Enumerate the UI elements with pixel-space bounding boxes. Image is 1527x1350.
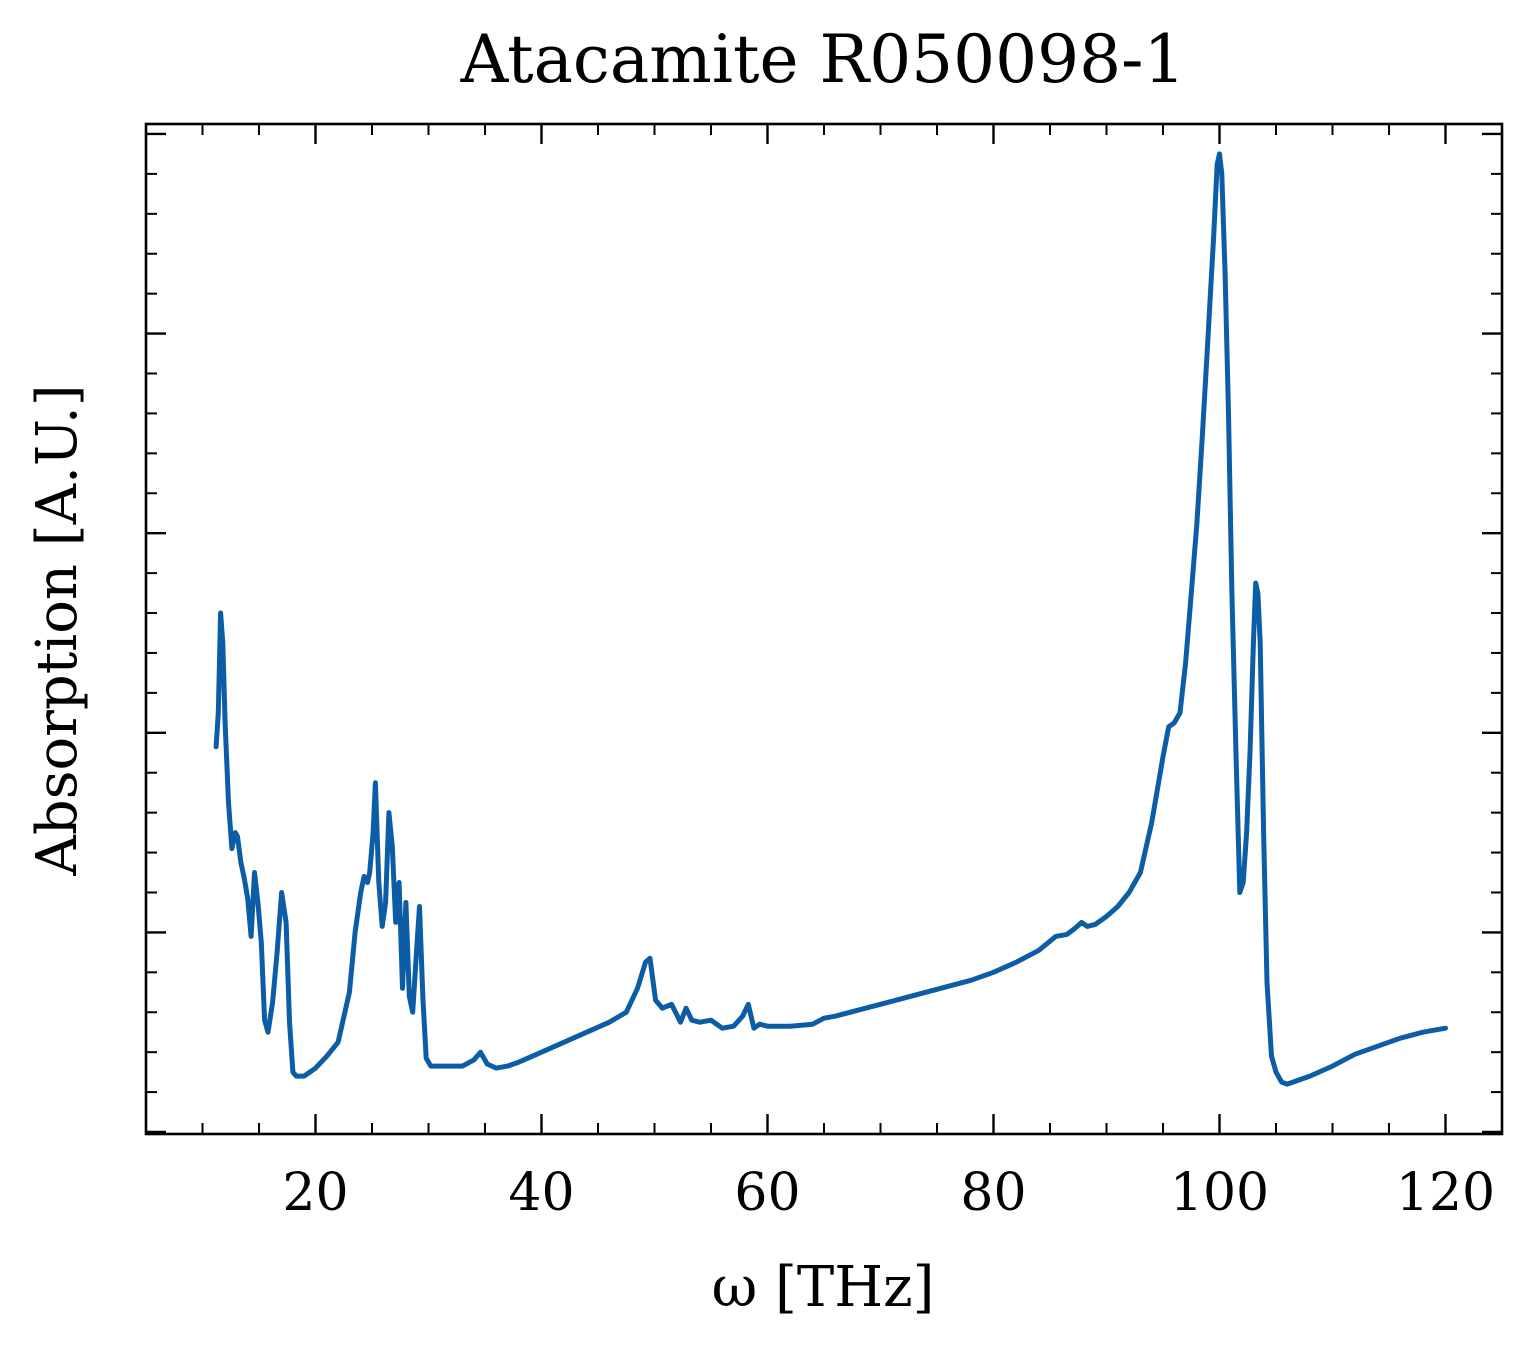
x-ticks: 20 40 60 80 100 120	[145, 124, 1503, 1223]
series-line	[213, 151, 1448, 1087]
y-axis-label: Absorption [A.U.]	[25, 384, 90, 876]
x-tick-label: 40	[508, 1163, 574, 1223]
x-tick-label: 120	[1396, 1163, 1495, 1223]
chart-title: Atacamite R050098-1	[460, 21, 1186, 98]
x-axis-label: ω [THz]	[712, 1255, 935, 1320]
x-tick-label: 60	[734, 1163, 800, 1223]
x-tick-label: 20	[282, 1163, 348, 1223]
y-ticks	[146, 132, 1502, 1134]
plot-area: 20 40 60 80 100 120	[144, 122, 1504, 1223]
x-tick-label: 100	[1170, 1163, 1269, 1223]
x-tick-label: 80	[960, 1163, 1026, 1223]
